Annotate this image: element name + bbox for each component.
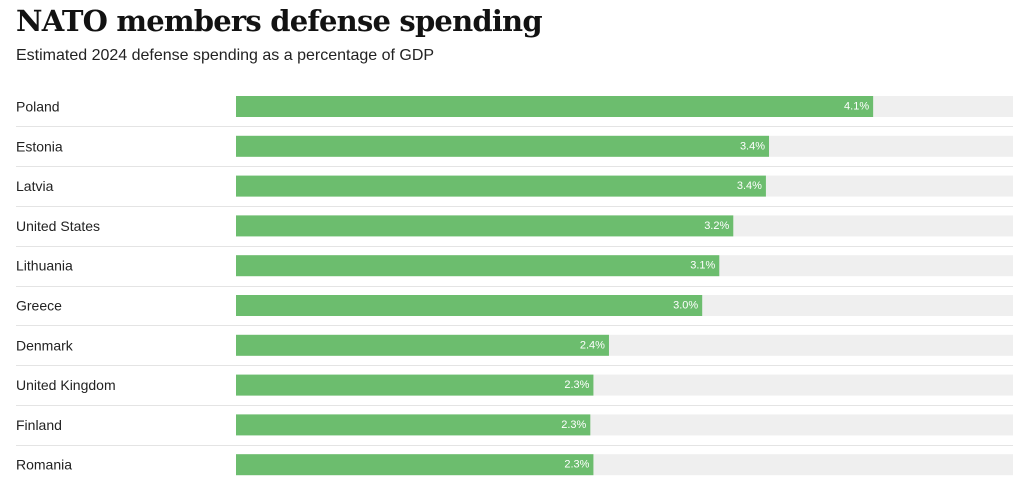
category-label: Estonia [16, 138, 63, 154]
bar [236, 96, 874, 117]
bar [236, 414, 591, 436]
value-label: 2.3% [564, 379, 589, 391]
category-label: United Kingdom [16, 377, 116, 393]
value-label: 3.1% [690, 260, 715, 272]
bar [236, 135, 770, 157]
category-label: Poland [16, 99, 60, 115]
category-label: Greece [16, 298, 62, 314]
bar [236, 255, 720, 277]
chart-title: NATO members defense spending [16, 4, 543, 38]
category-label: Finland [16, 417, 62, 433]
chart-subtitle: Estimated 2024 defense spending as a per… [16, 47, 435, 64]
bar [236, 374, 594, 396]
value-label: 3.0% [673, 300, 698, 312]
bar [236, 175, 766, 197]
value-label: 3.4% [737, 180, 762, 192]
category-label: Lithuania [16, 258, 73, 274]
bar [236, 295, 703, 316]
value-label: 4.1% [844, 101, 869, 113]
bar [236, 215, 734, 237]
value-label: 3.4% [740, 140, 765, 152]
value-label: 2.3% [561, 419, 586, 431]
value-label: 2.3% [564, 459, 589, 471]
bar [236, 454, 594, 476]
category-label: Latvia [16, 178, 54, 194]
category-label: United States [16, 218, 100, 234]
category-label: Denmark [16, 337, 74, 353]
category-label: Romania [16, 457, 72, 473]
value-label: 3.2% [704, 220, 729, 232]
value-label: 2.4% [580, 339, 605, 351]
bar [236, 334, 609, 356]
